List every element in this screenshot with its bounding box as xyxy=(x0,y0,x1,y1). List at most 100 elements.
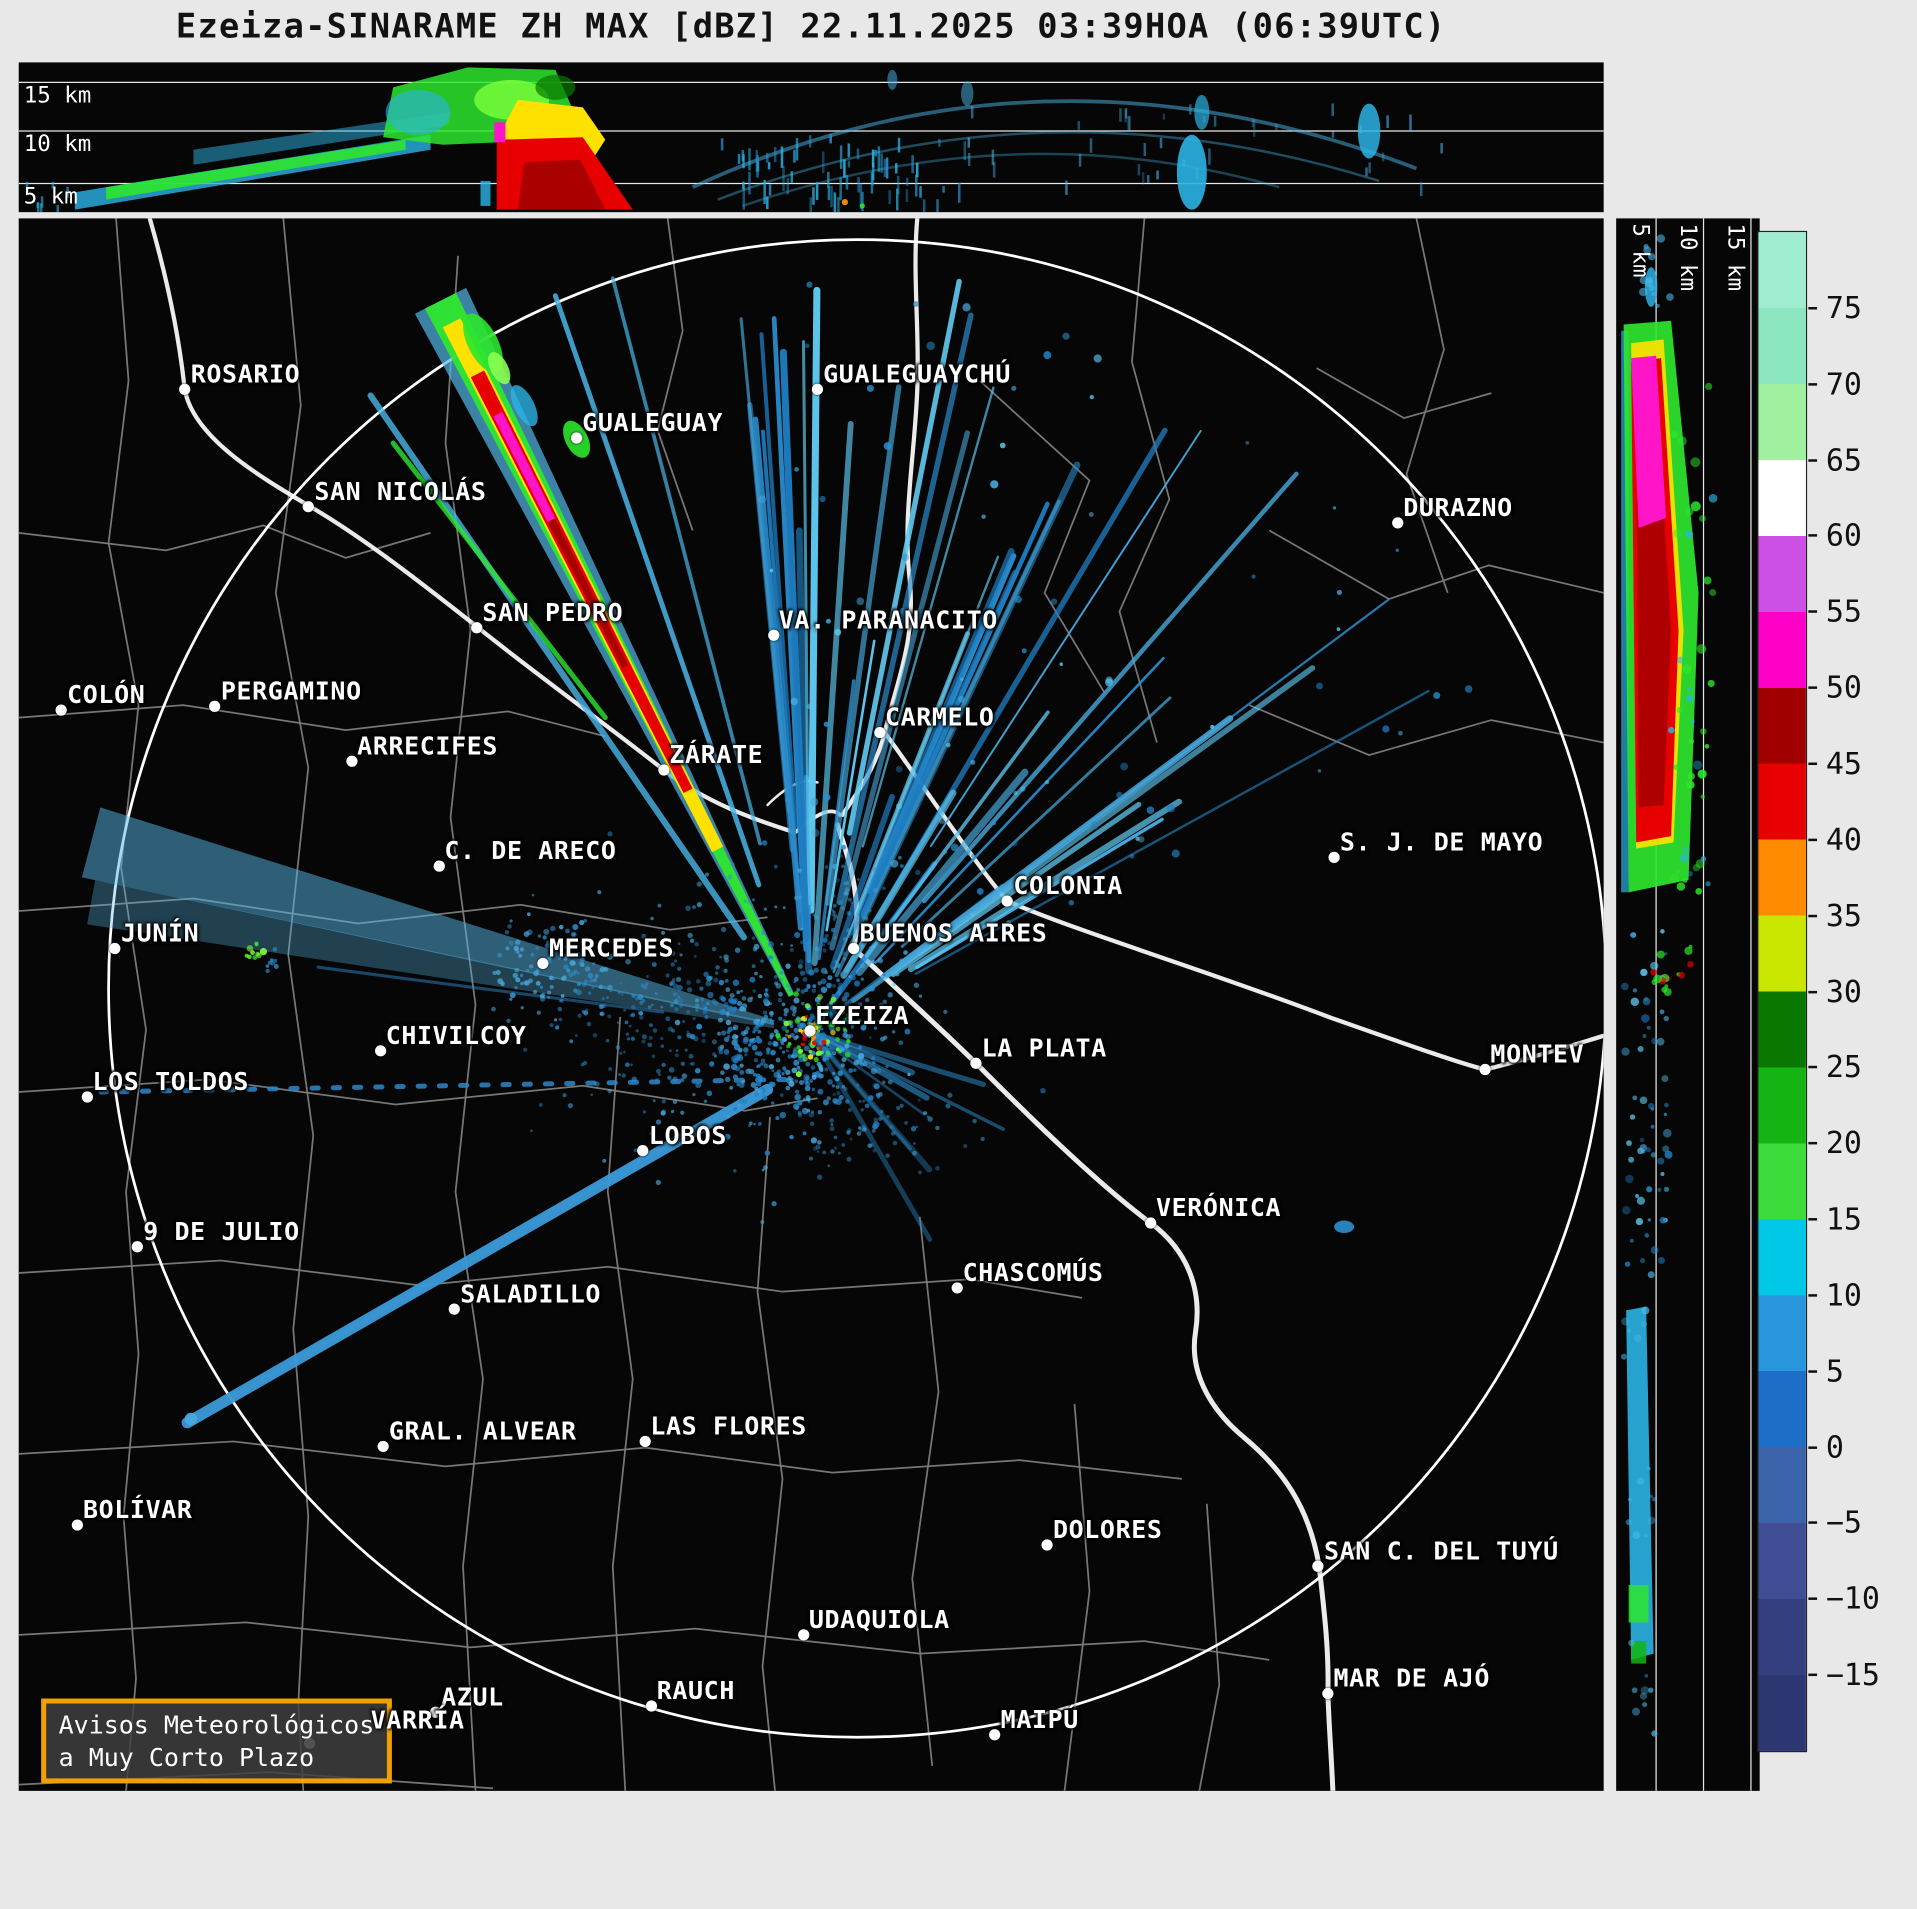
city-dot xyxy=(179,384,191,396)
city-dot xyxy=(970,1057,982,1069)
colorbar-tick-label: −5 xyxy=(1825,1505,1862,1541)
colorbar-tick: −5 xyxy=(1808,1505,1862,1541)
city-dot xyxy=(1479,1063,1491,1075)
city-label: GRAL. ALVEAR xyxy=(388,1415,577,1446)
city-marker: C. DE ARECO xyxy=(433,836,616,872)
admin-boundaries xyxy=(18,218,1604,1791)
city-marker: CHASCOMÚS xyxy=(951,1257,1103,1294)
top-cross-section-panel: 15 km 10 km 5 km xyxy=(18,62,1604,213)
city-dot xyxy=(570,432,583,445)
colorbar-tick: 0 xyxy=(1808,1430,1844,1465)
colorbar-tick-label: 50 xyxy=(1825,670,1862,706)
city-label: DURAZNO xyxy=(1403,492,1513,523)
city-marker: AZUL xyxy=(429,1682,503,1718)
colorbar-tick-label: −15 xyxy=(1825,1657,1880,1693)
city-marker: LOS TOLDOS xyxy=(81,1067,248,1104)
warning-notice-box: Avisos Meteorológicos a Muy Corto Plazo xyxy=(41,1698,392,1784)
city-label: MERCEDES xyxy=(548,933,675,964)
radar-map-canvas xyxy=(18,218,1604,1791)
city-dot xyxy=(797,1629,809,1641)
colorbar-tick-label: 15 xyxy=(1825,1201,1862,1237)
city-dot xyxy=(81,1091,93,1104)
city-label: EZEIZA xyxy=(815,1000,910,1031)
colorbar-tick: −10 xyxy=(1808,1581,1880,1617)
colorbar-tick: −15 xyxy=(1808,1657,1880,1693)
radar-map-panel: Avisos Meteorológicos a Muy Corto Plazo … xyxy=(18,218,1604,1791)
right-cross-section-canvas xyxy=(1620,218,1752,1791)
city-label: ZÁRATE xyxy=(669,739,764,770)
city-label: RAUCH xyxy=(656,1675,735,1706)
city-label: PERGAMINO xyxy=(220,675,362,706)
city-label: SAN PEDRO xyxy=(482,596,624,627)
colorbar-tick: 35 xyxy=(1808,898,1862,933)
city-marker: LA PLATA xyxy=(970,1032,1106,1069)
city-marker: MONTEV xyxy=(1479,1039,1584,1075)
city-dot xyxy=(433,860,445,872)
city-marker: BOLÍVAR xyxy=(71,1495,192,1531)
city-label: AZUL xyxy=(441,1681,504,1712)
city-marker: SAN PEDRO xyxy=(471,597,623,633)
dbz-colorbar: 75 70 65 60 55 50 45 40 35 30 25 20 15 10 5 0 −5 −10 −15 xyxy=(1757,230,1880,1753)
colorbar-tick: 55 xyxy=(1808,594,1862,630)
city-dot xyxy=(55,704,68,717)
city-label: C. DE ARECO xyxy=(444,835,617,866)
city-label: JUNÍN xyxy=(121,917,200,948)
warning-notice-line1: Avisos Meteorológicos xyxy=(58,1709,375,1740)
colorbar-tick-label: 60 xyxy=(1825,518,1862,554)
city-marker: JUNÍN xyxy=(109,917,199,954)
city-dot xyxy=(209,700,221,712)
city-dot xyxy=(873,726,885,739)
colorbar-tick: 40 xyxy=(1808,822,1862,858)
city-dot xyxy=(71,1519,83,1531)
city-label: LOS TOLDOS xyxy=(92,1066,250,1097)
colorbar-tick-label: 25 xyxy=(1825,1049,1862,1085)
colorbar-tick: 65 xyxy=(1808,442,1862,477)
colorbar-tick: 10 xyxy=(1808,1278,1862,1313)
city-dot xyxy=(131,1241,144,1253)
city-marker: CARMELO xyxy=(873,702,994,739)
colorbar-tick: 75 xyxy=(1808,290,1862,326)
city-label: S. J. DE MAYO xyxy=(1339,826,1544,857)
city-marker: MAIPÚ xyxy=(989,1704,1078,1740)
height-label-5km: 5 km xyxy=(23,183,78,210)
product-title: Ezeiza-SINARAME ZH MAX [dBZ] 22.11.2025 … xyxy=(175,7,1447,47)
city-dot xyxy=(429,1706,442,1718)
city-label: MONTEV xyxy=(1490,1038,1585,1069)
city-marker: UDAQUIOLA xyxy=(797,1605,949,1641)
colorbar-tick-label: −10 xyxy=(1825,1581,1880,1617)
city-label: MAIPÚ xyxy=(1000,1703,1079,1734)
city-label: VARRÍA xyxy=(370,1704,465,1735)
city-label: UDAQUIOLA xyxy=(808,1604,950,1635)
city-marker: BUENOS AIRES xyxy=(848,917,1047,954)
city-dot xyxy=(448,1304,461,1316)
colorbar-tick: 60 xyxy=(1808,518,1862,554)
colorbar-tick: 50 xyxy=(1808,670,1862,706)
city-label: BUENOS AIRES xyxy=(859,917,1048,948)
city-marker: DOLORES xyxy=(1041,1515,1162,1552)
city-dot xyxy=(374,1044,386,1056)
city-marker: PERGAMINO xyxy=(209,675,361,712)
radar-echoes xyxy=(81,276,1473,1750)
city-markers-layer: ROSARIO GUALEGUAYCHÚ GUALEGUAY SAN NICOLÁS D… xyxy=(19,218,1604,1790)
city-marker: VA. PARANACITO xyxy=(767,605,997,641)
colorbar-tick-label: 40 xyxy=(1825,822,1862,858)
city-dot xyxy=(1002,895,1014,907)
city-marker: LAS FLORES xyxy=(639,1411,806,1448)
colorbar-tick-label: 75 xyxy=(1825,290,1862,326)
city-dot xyxy=(803,1025,816,1037)
city-marker: COLÓN xyxy=(55,680,145,717)
colorbar-tick-label: 45 xyxy=(1825,746,1862,782)
city-label: CHASCOMÚS xyxy=(962,1257,1104,1288)
height-label-10km: 10 km xyxy=(23,131,92,158)
city-label: GUALEGUAYCHÚ xyxy=(823,359,1011,390)
colorbar-tick-label: 55 xyxy=(1825,594,1862,630)
city-label: SAN C. DEL TUYÚ xyxy=(1323,1535,1559,1566)
city-marker: DURAZNO xyxy=(1392,493,1512,530)
city-dot xyxy=(303,500,315,512)
city-dot xyxy=(1322,1687,1334,1699)
city-dot xyxy=(471,621,483,633)
colorbar-tick: 15 xyxy=(1808,1201,1862,1237)
colorbar-tick: 20 xyxy=(1808,1126,1862,1161)
city-marker: CHIVILCOY xyxy=(374,1020,526,1056)
top-cross-section-canvas xyxy=(18,67,1604,213)
